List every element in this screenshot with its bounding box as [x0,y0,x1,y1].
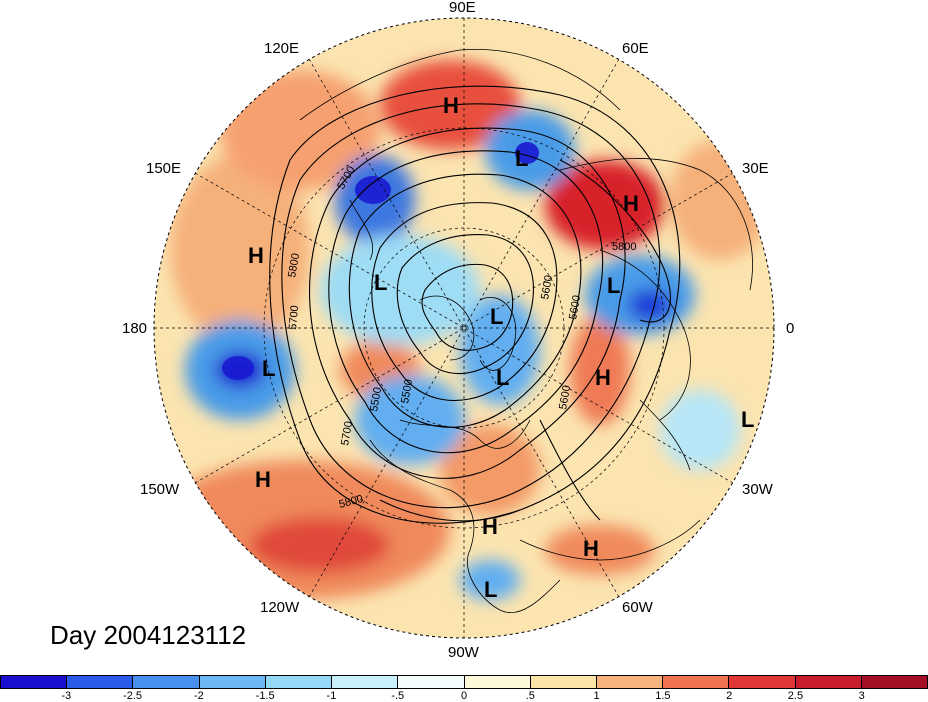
map-title: Day 2004123112 [50,620,247,650]
longitude-label: 90E [449,0,476,16]
colorbar-segment [398,676,465,688]
pressure-center-label: L [262,356,275,381]
colorbar-segment [861,676,928,688]
pressure-center-label: H [595,365,611,390]
map-boundary [153,17,775,639]
pressure-center-label: H [248,243,264,268]
longitude-label: 120E [264,40,300,57]
colorbar-tick-label: 3 [858,690,865,702]
pressure-center-label: H [623,191,639,216]
contour-label: 5700 [339,420,355,446]
colorbar-segment [530,676,597,688]
colorbar [0,675,928,689]
colorbar-segment [795,676,862,688]
longitude-label: 90W [448,644,479,661]
pressure-center-label: H [255,467,271,492]
colorbar-tick-label: -.5 [391,690,405,702]
pressure-center-label: L [490,304,503,329]
colorbar-segment [464,676,531,688]
colorbar-tick-label: 2.5 [787,690,804,702]
longitude-label: 60E [622,40,649,57]
contour-label: 5500 [368,386,384,412]
anomaly-shading [154,18,774,638]
colorbar-segment [133,676,200,688]
contour-label: 5600 [567,294,583,320]
colorbar-tick-label: 2 [726,690,733,702]
pressure-centers: H L H L L H L L L H H H H L L [248,93,754,602]
pressure-center-label: L [374,270,387,295]
longitude-label: 60W [622,599,653,616]
coastlines [299,48,753,613]
colorbar-tick-label: 1 [593,690,600,702]
colorbar-segment [67,676,134,688]
pressure-center-label: L [496,365,509,390]
colorbar-tick-label: -1 [326,690,337,702]
colorbar-segment [265,676,333,688]
contour-label: 5800 [612,241,636,253]
colorbar-segment [332,676,399,688]
height-contours [269,85,681,524]
colorbar-tick-label: 1.5 [655,690,671,702]
longitude-label: 30W [742,481,773,498]
colorbar-segment [1,676,68,688]
pressure-center-label: H [583,536,599,561]
colorbar-tick-label: -1.5 [255,690,275,702]
pressure-center-label: L [741,407,754,432]
contour-label: 5600 [539,274,555,300]
contour-label: 5800 [286,252,302,278]
colorbar-segment [729,676,796,688]
colorbar-tick-label: -2 [193,690,204,702]
colorbar-tick-label: .5 [525,690,535,702]
colorbar-segment [199,676,266,688]
contour-label: 5600 [557,384,573,410]
pressure-center-label: H [443,93,459,118]
contour-label: 5500 [399,378,415,404]
colorbar-segment [663,676,730,688]
pressure-center-label: L [607,273,620,298]
longitude-label: 150W [140,481,180,498]
colorbar-segment [596,676,664,688]
pressure-center-label: L [515,146,528,171]
longitude-label: 120W [260,599,300,616]
contour-label: 5700 [287,305,301,330]
pressure-center-label: H [482,514,498,539]
longitude-label: 0 [786,320,795,337]
colorbar-tick-label: -3 [61,690,72,702]
longitude-label: 180 [122,320,148,337]
longitude-label: 150E [146,160,182,177]
longitude-label: 30E [742,160,769,177]
graticule [154,18,774,638]
pressure-center-label: L [484,577,497,602]
colorbar-tick-label: -2.5 [123,690,143,702]
colorbar-tick-label: 0 [460,690,468,702]
